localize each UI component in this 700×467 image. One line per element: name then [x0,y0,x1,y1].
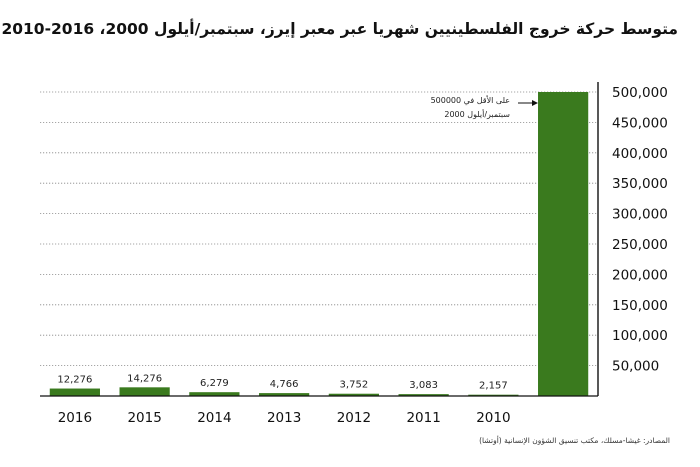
chart-title: متوسط حركة خروج الفلسطينيين شهريا عبر مع… [1,20,678,38]
gridlines [40,91,598,367]
annotation-line-1: 500000 على الأقل في [431,95,510,105]
annotation: 500000 على الأقل في سبتمبر/أيلول 2000 [431,95,538,119]
y-tick-label-7: 400,000 [612,146,668,162]
data-label-2010: 2,157 [479,381,508,392]
annotation-arrowhead [532,100,538,106]
bar-2015 [119,387,170,396]
y-tick-label-8: 450,000 [612,115,668,131]
x-label-2012: 2012 [337,410,371,426]
data-labels: 12,276 14,276 6,279 4,766 3,752 3,083 2,157 [57,373,507,391]
y-axis-ticks: 50,000 100,000 150,000 200,000 250,000 300,00… [612,85,668,375]
y-tick-label-5: 300,000 [612,207,668,223]
y-tick-label-3: 200,000 [612,267,668,283]
data-label-2015: 14,276 [127,373,162,384]
data-label-2014: 6,279 [200,378,229,389]
x-label-2014: 2014 [197,410,231,426]
data-label-2013: 4,766 [270,379,299,390]
x-label-2015: 2015 [127,410,161,426]
y-tick-label-2: 150,000 [612,298,668,314]
bars [49,92,589,396]
x-label-2016: 2016 [58,410,92,426]
x-label-2010: 2010 [476,410,510,426]
bar-sep2000 [538,92,589,396]
bar-2014 [189,392,240,396]
x-label-2013: 2013 [267,410,301,426]
annotation-line-2: سبتمبر/أيلول 2000 [444,109,510,119]
bar-2012 [328,393,379,396]
bar-2010 [468,394,519,396]
bar-2011 [398,394,449,396]
y-tick-label-1: 100,000 [612,328,668,344]
bar-2016 [49,388,100,396]
y-tick-label-9: 500,000 [612,85,668,101]
x-label-2011: 2011 [406,410,440,426]
x-axis-labels: 2016 2015 2014 2013 2012 2011 2010 [58,410,511,426]
data-label-2016: 12,276 [57,375,92,386]
data-label-2012: 3,752 [340,380,369,391]
y-tick-label-4: 250,000 [612,237,668,253]
y-tick-label-0: 50,000 [612,359,659,375]
bar-2013 [259,393,310,396]
source-note: المصادر: غيشا-مسلك، مكتب تنسيق الشؤون ال… [479,436,670,445]
data-label-2011: 3,083 [409,380,438,391]
y-tick-label-6: 350,000 [612,176,668,192]
